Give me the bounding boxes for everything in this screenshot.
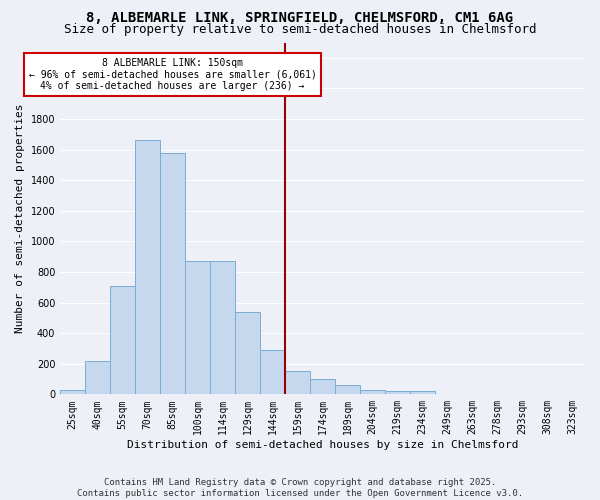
- Bar: [385, 392, 410, 394]
- Bar: [235, 312, 260, 394]
- Y-axis label: Number of semi-detached properties: Number of semi-detached properties: [15, 104, 25, 333]
- Bar: [260, 350, 285, 395]
- Bar: [185, 261, 210, 394]
- Bar: [410, 392, 435, 394]
- Bar: [310, 379, 335, 394]
- Text: 8, ALBEMARLE LINK, SPRINGFIELD, CHELMSFORD, CM1 6AG: 8, ALBEMARLE LINK, SPRINGFIELD, CHELMSFO…: [86, 11, 514, 25]
- X-axis label: Distribution of semi-detached houses by size in Chelmsford: Distribution of semi-detached houses by …: [127, 440, 518, 450]
- Bar: [160, 152, 185, 394]
- Bar: [210, 261, 235, 394]
- Text: 8 ALBEMARLE LINK: 150sqm
← 96% of semi-detached houses are smaller (6,061)
4% of: 8 ALBEMARLE LINK: 150sqm ← 96% of semi-d…: [29, 58, 317, 91]
- Bar: [360, 390, 385, 394]
- Text: Size of property relative to semi-detached houses in Chelmsford: Size of property relative to semi-detach…: [64, 22, 536, 36]
- Bar: [60, 390, 85, 394]
- Bar: [85, 360, 110, 394]
- Bar: [285, 370, 310, 394]
- Bar: [135, 140, 160, 394]
- Bar: [110, 286, 135, 395]
- Bar: [335, 385, 360, 394]
- Text: Contains HM Land Registry data © Crown copyright and database right 2025.
Contai: Contains HM Land Registry data © Crown c…: [77, 478, 523, 498]
